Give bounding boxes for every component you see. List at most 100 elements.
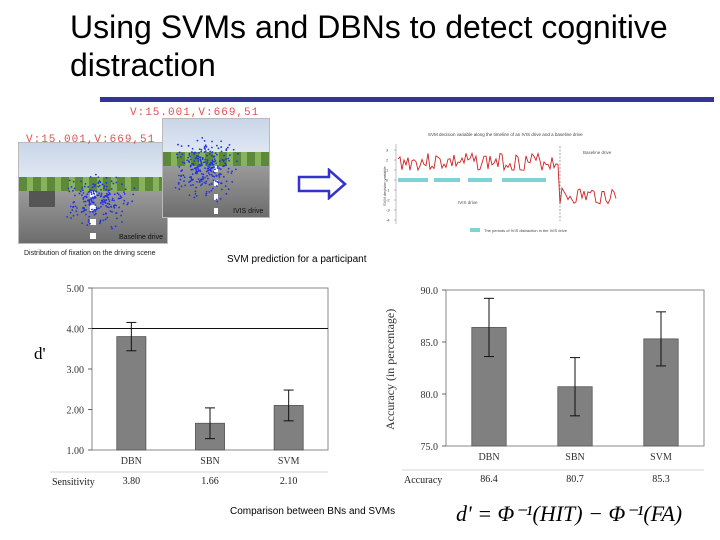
fixation-dot bbox=[209, 164, 212, 166]
fixation-dot bbox=[187, 156, 190, 159]
fixation-dot bbox=[235, 160, 238, 163]
fixation-dot bbox=[200, 180, 203, 182]
fixation-dot bbox=[98, 207, 100, 210]
fixation-dot bbox=[218, 167, 221, 170]
y-tick-label: 80.0 bbox=[421, 390, 439, 401]
fixation-dot bbox=[90, 191, 93, 194]
fixation-dot bbox=[207, 165, 210, 168]
fixation-dot bbox=[121, 221, 123, 223]
fixation-dot bbox=[220, 173, 222, 176]
svm-prediction-chart: SVM decision variable along the timeline… bbox=[382, 132, 617, 233]
fixation-dot bbox=[92, 192, 95, 195]
fixation-dot bbox=[194, 190, 197, 193]
svm-baseline-label: Baseline drive bbox=[583, 150, 612, 155]
fixation-dot bbox=[198, 148, 201, 150]
fixation-dot bbox=[109, 210, 112, 213]
y-tick-label: 90.0 bbox=[421, 286, 439, 297]
fixation-dot bbox=[97, 185, 100, 188]
fixation-dot bbox=[81, 194, 83, 197]
fixation-caption: Distribution of fixation on the driving … bbox=[24, 250, 156, 257]
fixation-dot bbox=[178, 151, 181, 154]
fixation-dot bbox=[99, 220, 102, 223]
fixation-dot bbox=[189, 155, 192, 158]
fixation-dot bbox=[75, 210, 78, 213]
fixation-dot bbox=[213, 171, 216, 174]
baseline-drive-label: Baseline drive bbox=[119, 234, 163, 241]
fixation-dot bbox=[210, 182, 213, 185]
fixation-dot bbox=[216, 165, 219, 167]
fixation-dot bbox=[189, 184, 192, 187]
fixation-dot bbox=[94, 212, 97, 215]
fixation-dot bbox=[91, 196, 94, 199]
fixation-dot bbox=[180, 145, 183, 148]
fixation-dot bbox=[68, 190, 71, 193]
fixation-dot bbox=[174, 186, 177, 189]
fixation-dot bbox=[189, 158, 192, 161]
fixation-dot bbox=[102, 196, 105, 199]
fixation-dot bbox=[68, 179, 71, 182]
fixation-dot bbox=[211, 162, 214, 164]
fixation-dot bbox=[80, 211, 83, 213]
fixation-dot bbox=[188, 181, 190, 183]
fixation-dot bbox=[113, 193, 116, 196]
fixation-dot bbox=[94, 173, 97, 176]
y-tick-label: 3.00 bbox=[67, 365, 85, 376]
fixation-dot bbox=[183, 176, 186, 179]
fixation-scatter: Baseline drive bbox=[29, 173, 163, 241]
fixation-dot bbox=[212, 179, 215, 182]
fixation-dot bbox=[203, 161, 206, 164]
fixation-dot bbox=[226, 146, 229, 149]
fixation-dot bbox=[71, 209, 74, 211]
fixation-dot bbox=[203, 181, 206, 184]
fixation-dot bbox=[115, 212, 118, 214]
fixation-dot bbox=[79, 190, 82, 193]
fixation-dot bbox=[183, 180, 185, 182]
fixation-dot bbox=[183, 162, 186, 165]
fixation-dot bbox=[192, 162, 195, 165]
fixation-dot bbox=[230, 172, 233, 175]
fixation-dot bbox=[211, 140, 213, 143]
y-tick-label: 75.0 bbox=[421, 442, 439, 453]
fixation-dot bbox=[112, 205, 115, 208]
fixation-dot bbox=[188, 154, 191, 156]
fixation-dot bbox=[114, 225, 117, 228]
fixation-dot bbox=[190, 151, 193, 153]
sensitivity-chart: 5.00 4.00 3.00 2.00 1.00 DBN 3.80 SBN 1.66 SVM 2.1… bbox=[50, 284, 329, 488]
fixation-dot bbox=[216, 167, 219, 169]
fixation-dot bbox=[76, 207, 78, 209]
fixation-dot bbox=[123, 191, 125, 193]
fixation-dot bbox=[206, 162, 208, 165]
y-tick-label: 5.00 bbox=[67, 284, 85, 295]
fixation-dot bbox=[117, 193, 120, 196]
fixation-dot bbox=[202, 173, 205, 176]
fixation-dot bbox=[175, 153, 178, 156]
fixation-dot bbox=[106, 192, 108, 195]
fixation-dot bbox=[87, 219, 90, 221]
fixation-dot bbox=[103, 185, 106, 188]
fixation-dot bbox=[105, 181, 108, 184]
fixation-dot bbox=[221, 158, 224, 161]
fixation-dot bbox=[98, 180, 101, 182]
fixation-dot bbox=[227, 167, 230, 170]
fixation-dot bbox=[197, 158, 199, 160]
fixation-dot bbox=[197, 155, 200, 158]
fixation-dot bbox=[200, 148, 203, 151]
category-label: SBN bbox=[565, 452, 584, 463]
fixation-dot bbox=[81, 189, 84, 192]
fixation-dot bbox=[89, 222, 91, 225]
fixation-dot bbox=[190, 168, 193, 171]
fixation-dot bbox=[97, 176, 100, 179]
fixation-dot bbox=[204, 176, 206, 179]
fixation-dot bbox=[133, 187, 136, 190]
dprime-formula: d' = Φ⁻¹(HIT) − Φ⁻¹(FA) bbox=[456, 501, 683, 526]
fixation-dot bbox=[90, 193, 93, 196]
fixation-dot bbox=[123, 199, 126, 202]
fixation-dot bbox=[102, 219, 105, 222]
fixation-dot bbox=[201, 136, 204, 139]
fixation-dot bbox=[205, 180, 208, 183]
fixation-dot bbox=[92, 201, 95, 204]
fixation-dot bbox=[225, 192, 228, 195]
fixation-dot bbox=[201, 158, 204, 161]
fixation-dot bbox=[204, 167, 206, 170]
fixation-dot bbox=[98, 185, 101, 187]
